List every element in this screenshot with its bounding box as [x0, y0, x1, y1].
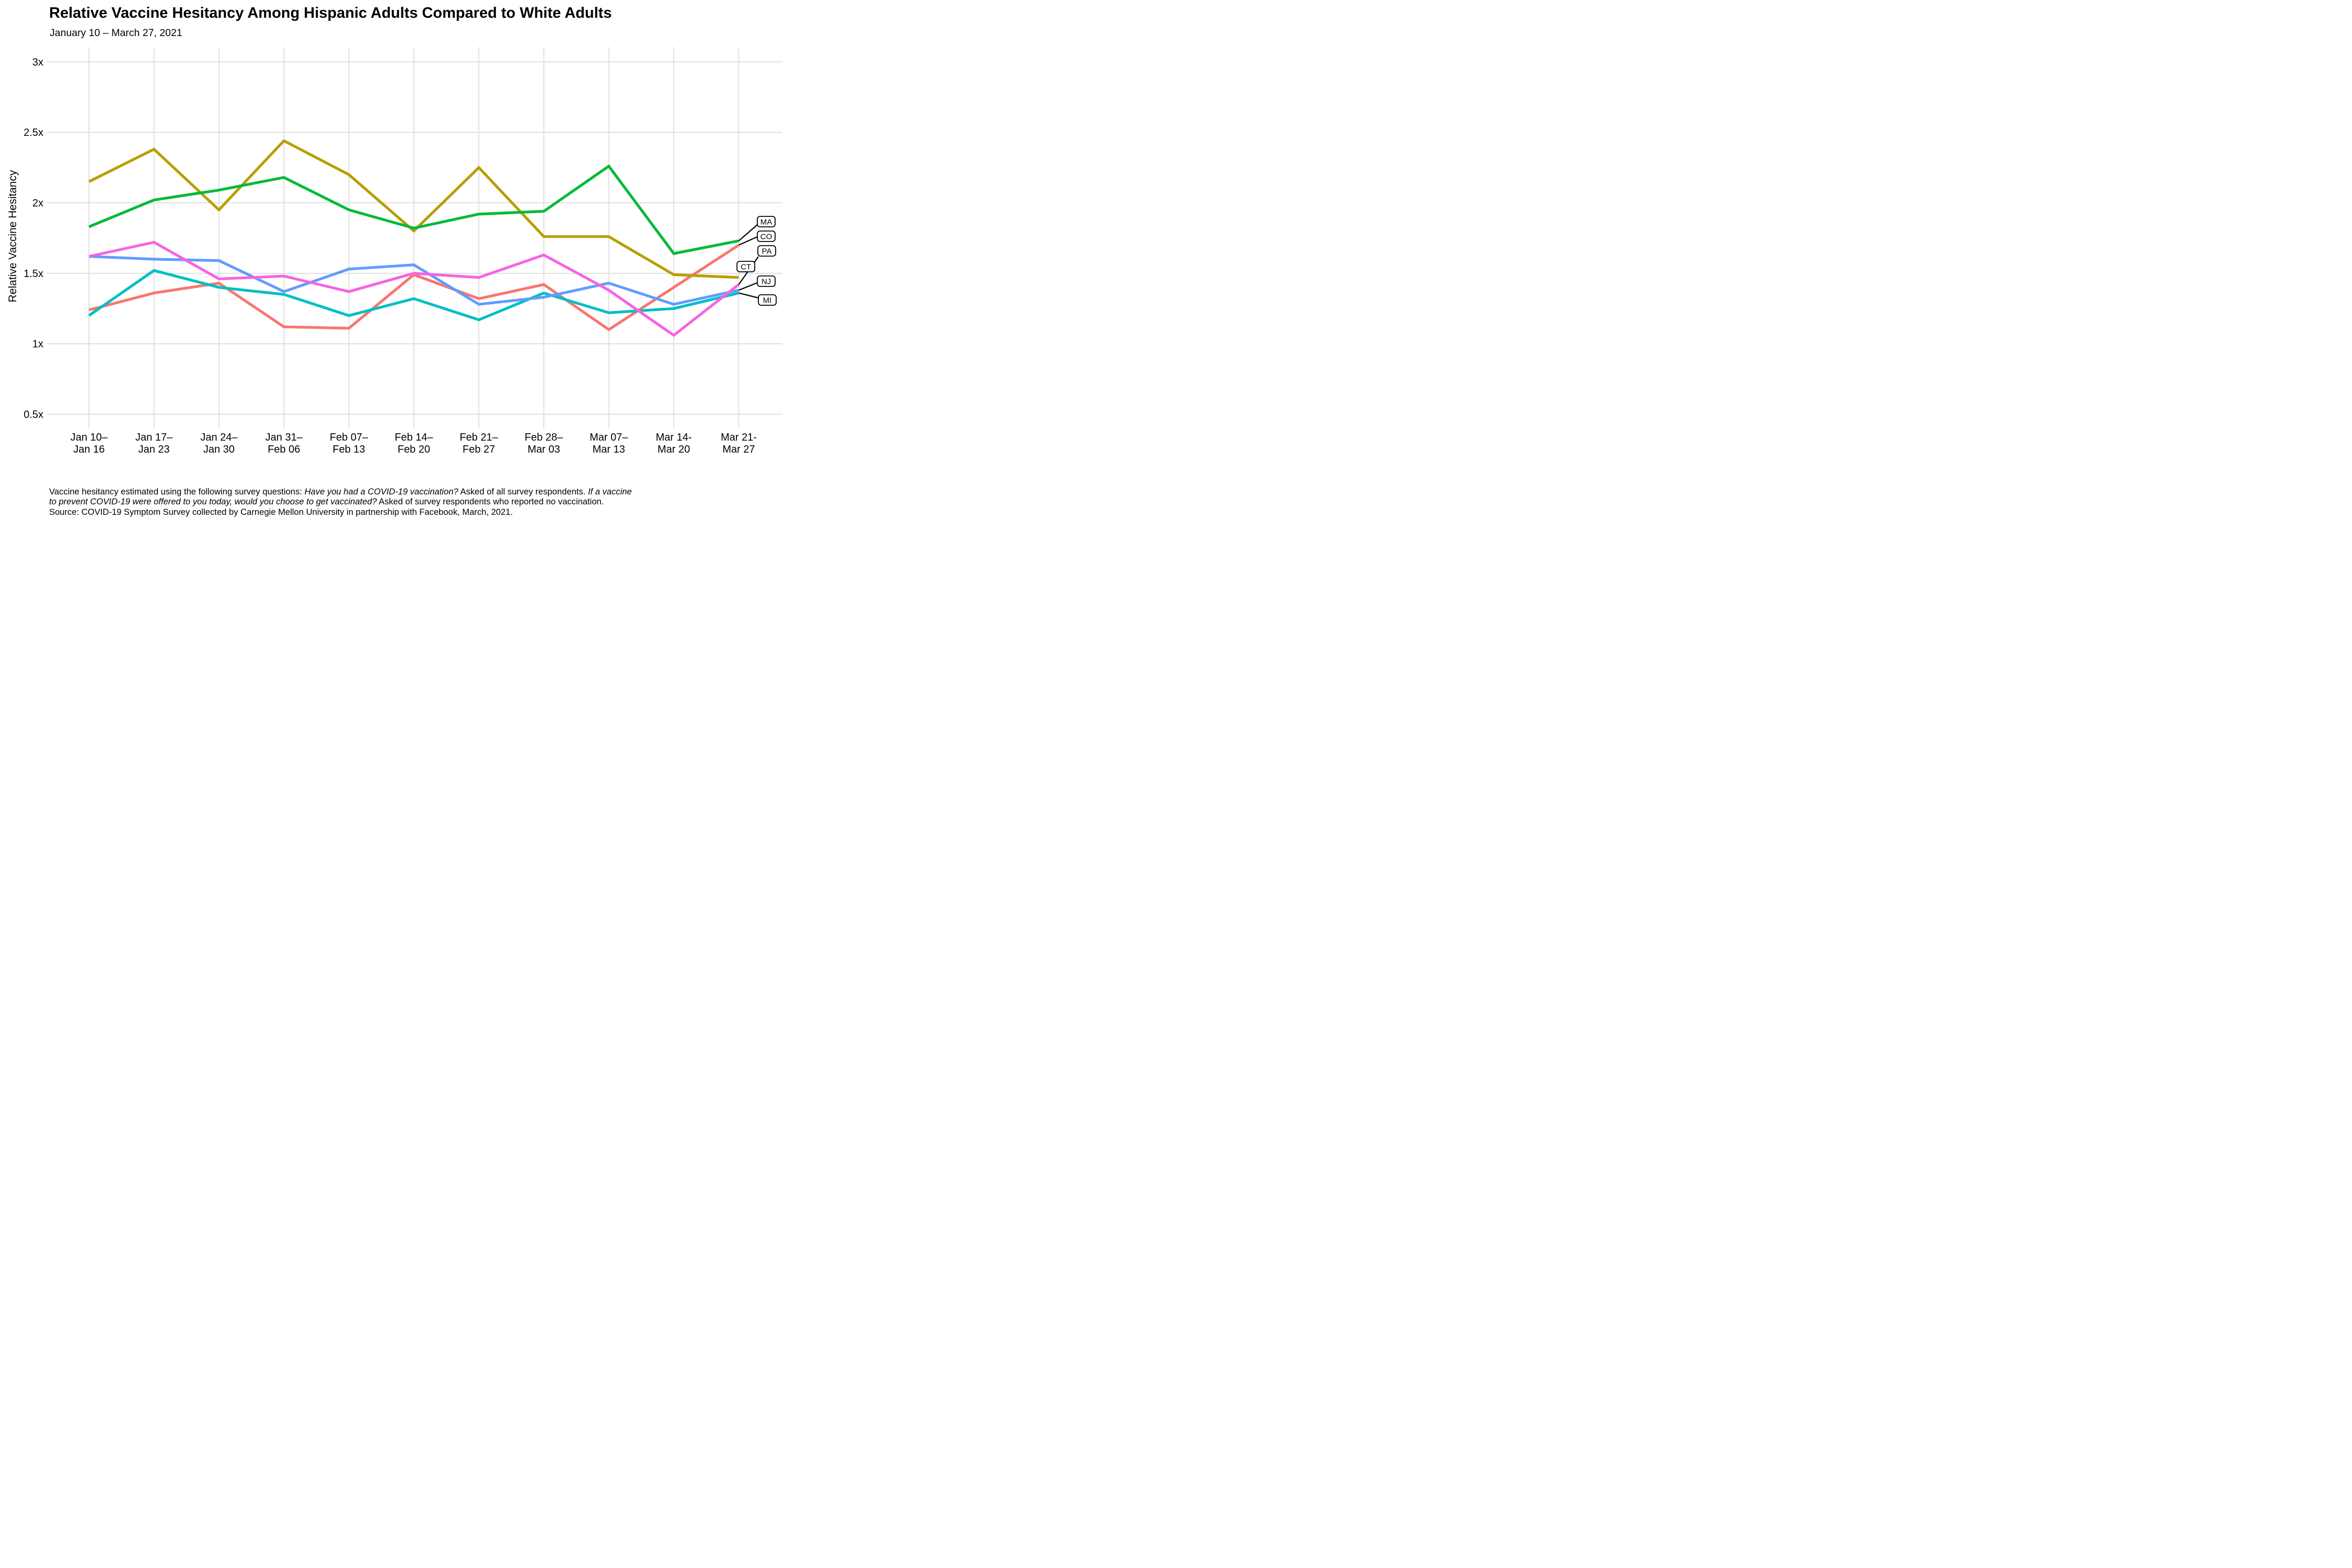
y-tick-label-2x: 2x — [32, 198, 43, 209]
footnote-italic-segment: to prevent COVID-19 were offered to you … — [49, 497, 377, 507]
y-tick-label-2.5x: 2.5x — [24, 127, 43, 139]
footnote-italic-segment: Have you had a COVID-19 vaccination? — [304, 487, 458, 497]
x-tick-label-10: Mar 14-Mar 20 — [656, 432, 692, 455]
series-label-text-MA: MA — [760, 218, 773, 227]
series-label-text-CO: CO — [760, 233, 773, 241]
label-leader-CO — [738, 236, 758, 246]
series-line-MI — [88, 269, 740, 321]
x-tick-label-5: Feb 07– Feb 13 — [330, 432, 368, 455]
y-tick-label-0.5x: 0.5x — [24, 409, 43, 421]
x-tick-label-4: Jan 31– Feb 06 — [266, 432, 303, 455]
series-line-MA — [88, 164, 739, 255]
footnote-italic-segment: If a vaccine — [587, 487, 632, 497]
label-leader-MA — [738, 224, 758, 241]
x-tick-label-9: Mar 07– Mar 13 — [590, 432, 628, 455]
x-tick-label-11: Mar 21-Mar 27 — [721, 432, 757, 455]
series-label-box-CT — [736, 261, 755, 272]
series-line-CT — [88, 139, 739, 279]
y-tick-label-1.5x: 1.5x — [24, 268, 43, 280]
chart-subtitle: January 10 – March 27, 2021 — [50, 27, 182, 39]
label-leader-MI — [739, 292, 759, 299]
x-tick-label-6: Feb 14– Feb 20 — [395, 432, 433, 455]
label-leader-NJ — [738, 282, 758, 291]
series-label-text-CT: CT — [741, 263, 751, 272]
footnote-text-segment: Source: COVID-19 Symptom Survey collecte… — [49, 506, 513, 517]
footnote-text-segment: Asked of survey respondents who reported… — [376, 497, 604, 507]
series-label-box-MI — [758, 294, 777, 306]
footnote: Vaccine hesitancy estimated using the fo… — [49, 487, 776, 517]
series-label-box-CO — [757, 230, 776, 242]
series-label-box-MA — [757, 216, 776, 227]
series-label-text-NJ: NJ — [762, 278, 771, 286]
series-line-PA — [88, 240, 740, 337]
footnote-line-1: Vaccine hesitancy estimated using the fo… — [49, 487, 776, 497]
footnote-text-segment: Vaccine hesitancy estimated using the fo… — [49, 487, 305, 497]
series-label-text-PA: PA — [762, 247, 772, 256]
line-chart-plot: 3x 2.5x 2x 1.5x 1x 0.5x Jan 10– Jan 16 Jan 17– Ja… — [24, 47, 782, 455]
series-label-text-MI: MI — [763, 296, 772, 305]
x-tick-label-3: Jan 24– Jan 30 — [200, 432, 238, 455]
x-tick-label-2: Jan 17– Jan 23 — [135, 432, 173, 455]
series-label-box-NJ — [757, 275, 776, 287]
x-tick-label-8: Feb 28– Mar 03 — [525, 432, 563, 455]
series-label-box-PA — [757, 245, 776, 257]
footnote-text-segment: Asked of all survey respondents. — [458, 487, 588, 497]
y-tick-label-3x: 3x — [32, 56, 43, 68]
footnote-line-3: Source: COVID-19 Symptom Survey collecte… — [49, 507, 776, 517]
footnote-line-2: to prevent COVID-19 were offered to you … — [49, 497, 776, 506]
chart-title: Relative Vaccine Hesitancy Among Hispani… — [49, 5, 612, 21]
chart-canvas: Relative Vaccine Hesitancy Among Hispani… — [0, 0, 784, 523]
y-tick-label-1x: 1x — [32, 339, 43, 350]
x-tick-label-7: Feb 21– Feb 27 — [459, 432, 498, 455]
series-line-NJ — [89, 255, 739, 306]
x-tick-label-1: Jan 10– Jan 16 — [71, 432, 108, 455]
